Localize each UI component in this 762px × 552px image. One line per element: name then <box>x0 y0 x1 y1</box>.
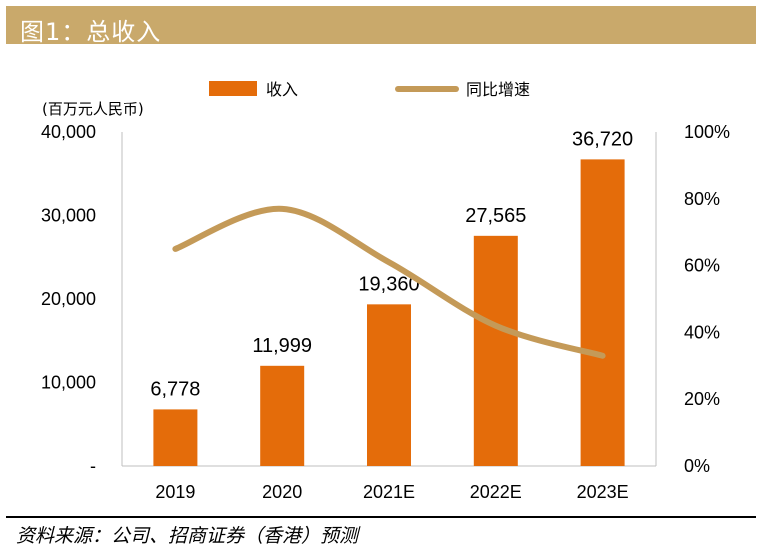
source-note: 资料来源：公司、招商证券（香港）预测 <box>16 525 359 547</box>
legend-label-growth: 同比增速 <box>466 80 530 99</box>
y-right-tick-label: 20% <box>684 389 720 409</box>
source-divider <box>6 516 756 518</box>
bar-2020 <box>260 365 305 466</box>
bar-2019 <box>153 409 198 466</box>
y-left-tick-label: 10,000 <box>41 373 96 393</box>
y-left-tick-label: 40,000 <box>41 122 96 142</box>
bar-value-label: 6,778 <box>150 378 200 400</box>
bar-value-label: 27,565 <box>465 205 526 227</box>
y-left-tick-label: - <box>90 456 96 476</box>
y-left-tick-label: 20,000 <box>41 289 96 309</box>
x-tick-label: 2019 <box>155 482 195 502</box>
x-tick-label: 2020 <box>262 482 302 502</box>
y-right-tick-label: 100% <box>684 122 730 142</box>
bar-value-label: 19,360 <box>358 273 419 295</box>
figure-title-bar: 图1：总收入 <box>6 6 756 46</box>
y-right-tick-label: 0% <box>684 456 710 476</box>
legend-swatch-revenue <box>209 81 257 96</box>
plot-area: - 10,000 20,000 30,000 40,000 0% 20% 40% 60% 80% 1… <box>41 80 730 502</box>
bar-2023E <box>580 159 625 466</box>
y-right-tick-label: 40% <box>684 322 720 342</box>
bar-2022E <box>473 235 518 466</box>
figure-title: 图1：总收入 <box>20 18 162 46</box>
legend-label-revenue: 收入 <box>266 80 298 99</box>
y-right-tick-label: 60% <box>684 256 720 276</box>
y-left-tick-label: 30,000 <box>41 206 96 226</box>
bar-value-label: 36,720 <box>572 128 633 150</box>
bar-2021E <box>367 304 411 466</box>
x-tick-label: 2021E <box>363 482 415 502</box>
y-left-unit-label: (百万元人民币) <box>42 100 144 118</box>
y-right-tick-label: 80% <box>684 189 720 209</box>
bar-value-label: 11,999 <box>252 335 312 357</box>
x-tick-label: 2022E <box>470 482 522 502</box>
x-tick-label: 2023E <box>577 482 629 502</box>
